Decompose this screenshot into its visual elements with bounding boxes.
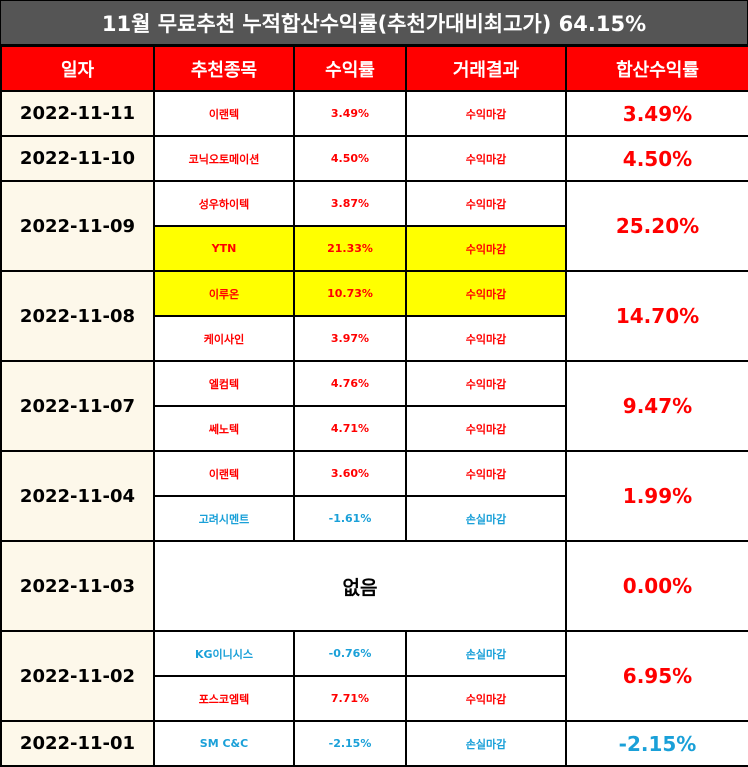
result-cell: 수익마감 — [405, 450, 567, 497]
total-return-cell: 1.99% — [565, 450, 748, 542]
date-cell: 2022-11-02 — [0, 630, 155, 722]
date-cell: 2022-11-11 — [0, 90, 155, 137]
table-row: 2022-11-10 코닉오토메이션 4.50% 수익마감 4.50% — [0, 135, 748, 182]
total-return-cell: 0.00% — [565, 540, 748, 632]
result-cell: 수익마감 — [405, 360, 567, 407]
rate-cell: 3.97% — [293, 315, 407, 362]
result-cell: 수익마감 — [405, 90, 567, 137]
rate-cell: 3.87% — [293, 180, 407, 227]
stock-cell: SM C&C — [153, 720, 295, 767]
header-total: 합산수익률 — [565, 45, 748, 92]
stock-cell: YTN — [153, 225, 295, 272]
stock-cell: 코닉오토메이션 — [153, 135, 295, 182]
table-row: 2022-11-02 KG이니시스 -0.76% 손실마감 6.95% — [0, 630, 748, 722]
rate-cell: 7.71% — [293, 675, 407, 722]
result-cell: 수익마감 — [405, 270, 567, 317]
result-cell: 손실마감 — [405, 720, 567, 767]
date-cell: 2022-11-09 — [0, 180, 155, 272]
rate-cell: 4.71% — [293, 405, 407, 452]
rate-cell: -0.76% — [293, 630, 407, 677]
table-row: 2022-11-07 엘컴텍 4.76% 수익마감 9.47% — [0, 360, 748, 452]
stock-cell: 고려시멘트 — [153, 495, 295, 542]
table-row: YTN 21.33% 수익마감 — [1, 225, 748, 272]
date-cell: 2022-11-07 — [0, 360, 155, 452]
date-cell: 2022-11-04 — [0, 450, 155, 542]
stock-cell: 케이사인 — [153, 315, 295, 362]
rate-cell: -2.15% — [293, 720, 407, 767]
rate-cell: -1.61% — [293, 495, 407, 542]
total-return-cell: 14.70% — [565, 270, 748, 362]
header-row: 일자 추천종목 수익률 거래결과 합산수익률 — [0, 45, 748, 92]
table-row: 쎄노텍 4.71% 수익마감 — [1, 405, 748, 452]
table-body: 2022-11-11 이랜텍 3.49% 수익마감 3.49% 2022-11-10 코닉오… — [0, 90, 748, 767]
header-rate: 수익률 — [293, 45, 407, 92]
result-cell: 수익마감 — [405, 180, 567, 227]
rate-cell: 10.73% — [293, 270, 407, 317]
table-row: 고려시멘트 -1.61% 손실마감 — [1, 495, 748, 542]
page-title: 11월 무료추천 누적합산수익률(추천가대비최고가) 64.15% — [0, 0, 748, 45]
stock-cell: 쎄노텍 — [153, 405, 295, 452]
stock-cell: KG이니시스 — [153, 630, 295, 677]
table-row: 2022-11-01 SM C&C -2.15% 손실마감 -2.15% — [0, 720, 748, 767]
date-cell: 2022-11-10 — [0, 135, 155, 182]
result-cell: 수익마감 — [405, 135, 567, 182]
result-cell: 수익마감 — [405, 225, 567, 272]
date-cell: 2022-11-03 — [0, 540, 155, 632]
stock-cell: 포스코엠텍 — [153, 675, 295, 722]
total-return-cell: 4.50% — [565, 135, 748, 182]
header-result: 거래결과 — [405, 45, 567, 92]
header-stock: 추천종목 — [153, 45, 295, 92]
rate-cell: 3.60% — [293, 450, 407, 497]
total-return-cell: -2.15% — [565, 720, 748, 767]
result-cell: 수익마감 — [405, 315, 567, 362]
returns-table: 일자 추천종목 수익률 거래결과 합산수익률 2022-11-11 이랜텍 3.49… — [0, 45, 748, 767]
table-row: 2022-11-08 이루온 10.73% 수익마감 14.70% — [0, 270, 748, 362]
rate-cell: 4.76% — [293, 360, 407, 407]
result-cell: 손실마감 — [405, 495, 567, 542]
table-row: 케이사인 3.97% 수익마감 — [1, 315, 748, 362]
total-return-cell: 25.20% — [565, 180, 748, 272]
stock-cell: 이랜텍 — [153, 450, 295, 497]
stock-cell: 이랜텍 — [153, 90, 295, 137]
table-row: 포스코엠텍 7.71% 수익마감 — [1, 675, 748, 722]
total-return-cell: 9.47% — [565, 360, 748, 452]
rate-cell: 4.50% — [293, 135, 407, 182]
stock-cell: 성우하이텍 — [153, 180, 295, 227]
result-cell: 손실마감 — [405, 630, 567, 677]
table-row: 2022-11-04 이랜텍 3.60% 수익마감 1.99% — [0, 450, 748, 542]
result-cell: 수익마감 — [405, 405, 567, 452]
table-row: 2022-11-03 없음 0.00% — [0, 540, 748, 632]
stock-cell: 이루온 — [153, 270, 295, 317]
stock-cell: 엘컴텍 — [153, 360, 295, 407]
table-row: 2022-11-11 이랜텍 3.49% 수익마감 3.49% — [0, 90, 748, 137]
rate-cell: 3.49% — [293, 90, 407, 137]
date-cell: 2022-11-08 — [0, 270, 155, 362]
no-recommendation-cell: 없음 — [153, 540, 567, 632]
total-return-cell: 6.95% — [565, 630, 748, 722]
header-date: 일자 — [0, 45, 155, 92]
total-return-cell: 3.49% — [565, 90, 748, 137]
table-row: 2022-11-09 성우하이텍 3.87% 수익마감 25.20% — [0, 180, 748, 272]
rate-cell: 21.33% — [293, 225, 407, 272]
result-cell: 수익마감 — [405, 675, 567, 722]
date-cell: 2022-11-01 — [0, 720, 155, 767]
